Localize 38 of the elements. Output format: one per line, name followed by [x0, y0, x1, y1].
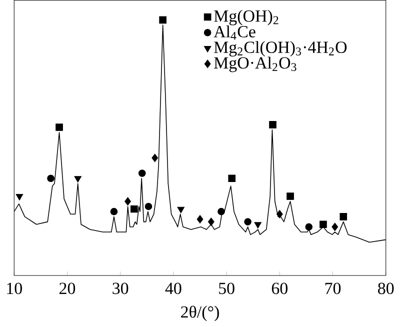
- point: [144, 202, 152, 210]
- point: [276, 210, 283, 218]
- point: [16, 194, 24, 201]
- point: [124, 197, 131, 206]
- point: [286, 192, 294, 200]
- x-tick-label: 60: [272, 282, 288, 294]
- x-tick-label: 10: [7, 282, 22, 294]
- point: [196, 215, 204, 224]
- legend-label: Mg(OH)$_{2}$: [214, 10, 278, 26]
- x-tick-label: 70: [325, 282, 341, 294]
- point: [152, 154, 158, 162]
- x-axis-title: 2θ/(°): [181, 306, 219, 322]
- point: [177, 206, 185, 214]
- legend-label: Mg$_{2}$Cl(OH)$_{3}$·4H$_{2}$O: [214, 41, 347, 57]
- point: [56, 124, 63, 131]
- legend-label: MgO·Al$_{2}$O$_{3}$: [214, 56, 296, 72]
- legend-label: Al$_{4}$Ce: [214, 26, 256, 40]
- point: [130, 205, 138, 213]
- x-tick-label: 20: [60, 282, 76, 294]
- point: [305, 223, 313, 231]
- point: [208, 218, 214, 226]
- point: [47, 174, 54, 182]
- point: [320, 220, 327, 228]
- x-tick-label: 40: [165, 282, 182, 294]
- point: [74, 176, 82, 183]
- point: [159, 16, 166, 24]
- point: [218, 208, 225, 216]
- point: [269, 121, 276, 128]
- point: [244, 218, 252, 226]
- x-tick-label: 80: [378, 282, 394, 294]
- point: [332, 222, 338, 232]
- point: [110, 208, 118, 216]
- point: [228, 174, 236, 182]
- point: [254, 222, 262, 229]
- x-tick-label: 50: [219, 282, 234, 294]
- point: [340, 213, 348, 220]
- point: [138, 170, 146, 177]
- x-tick-label: 30: [112, 282, 128, 294]
